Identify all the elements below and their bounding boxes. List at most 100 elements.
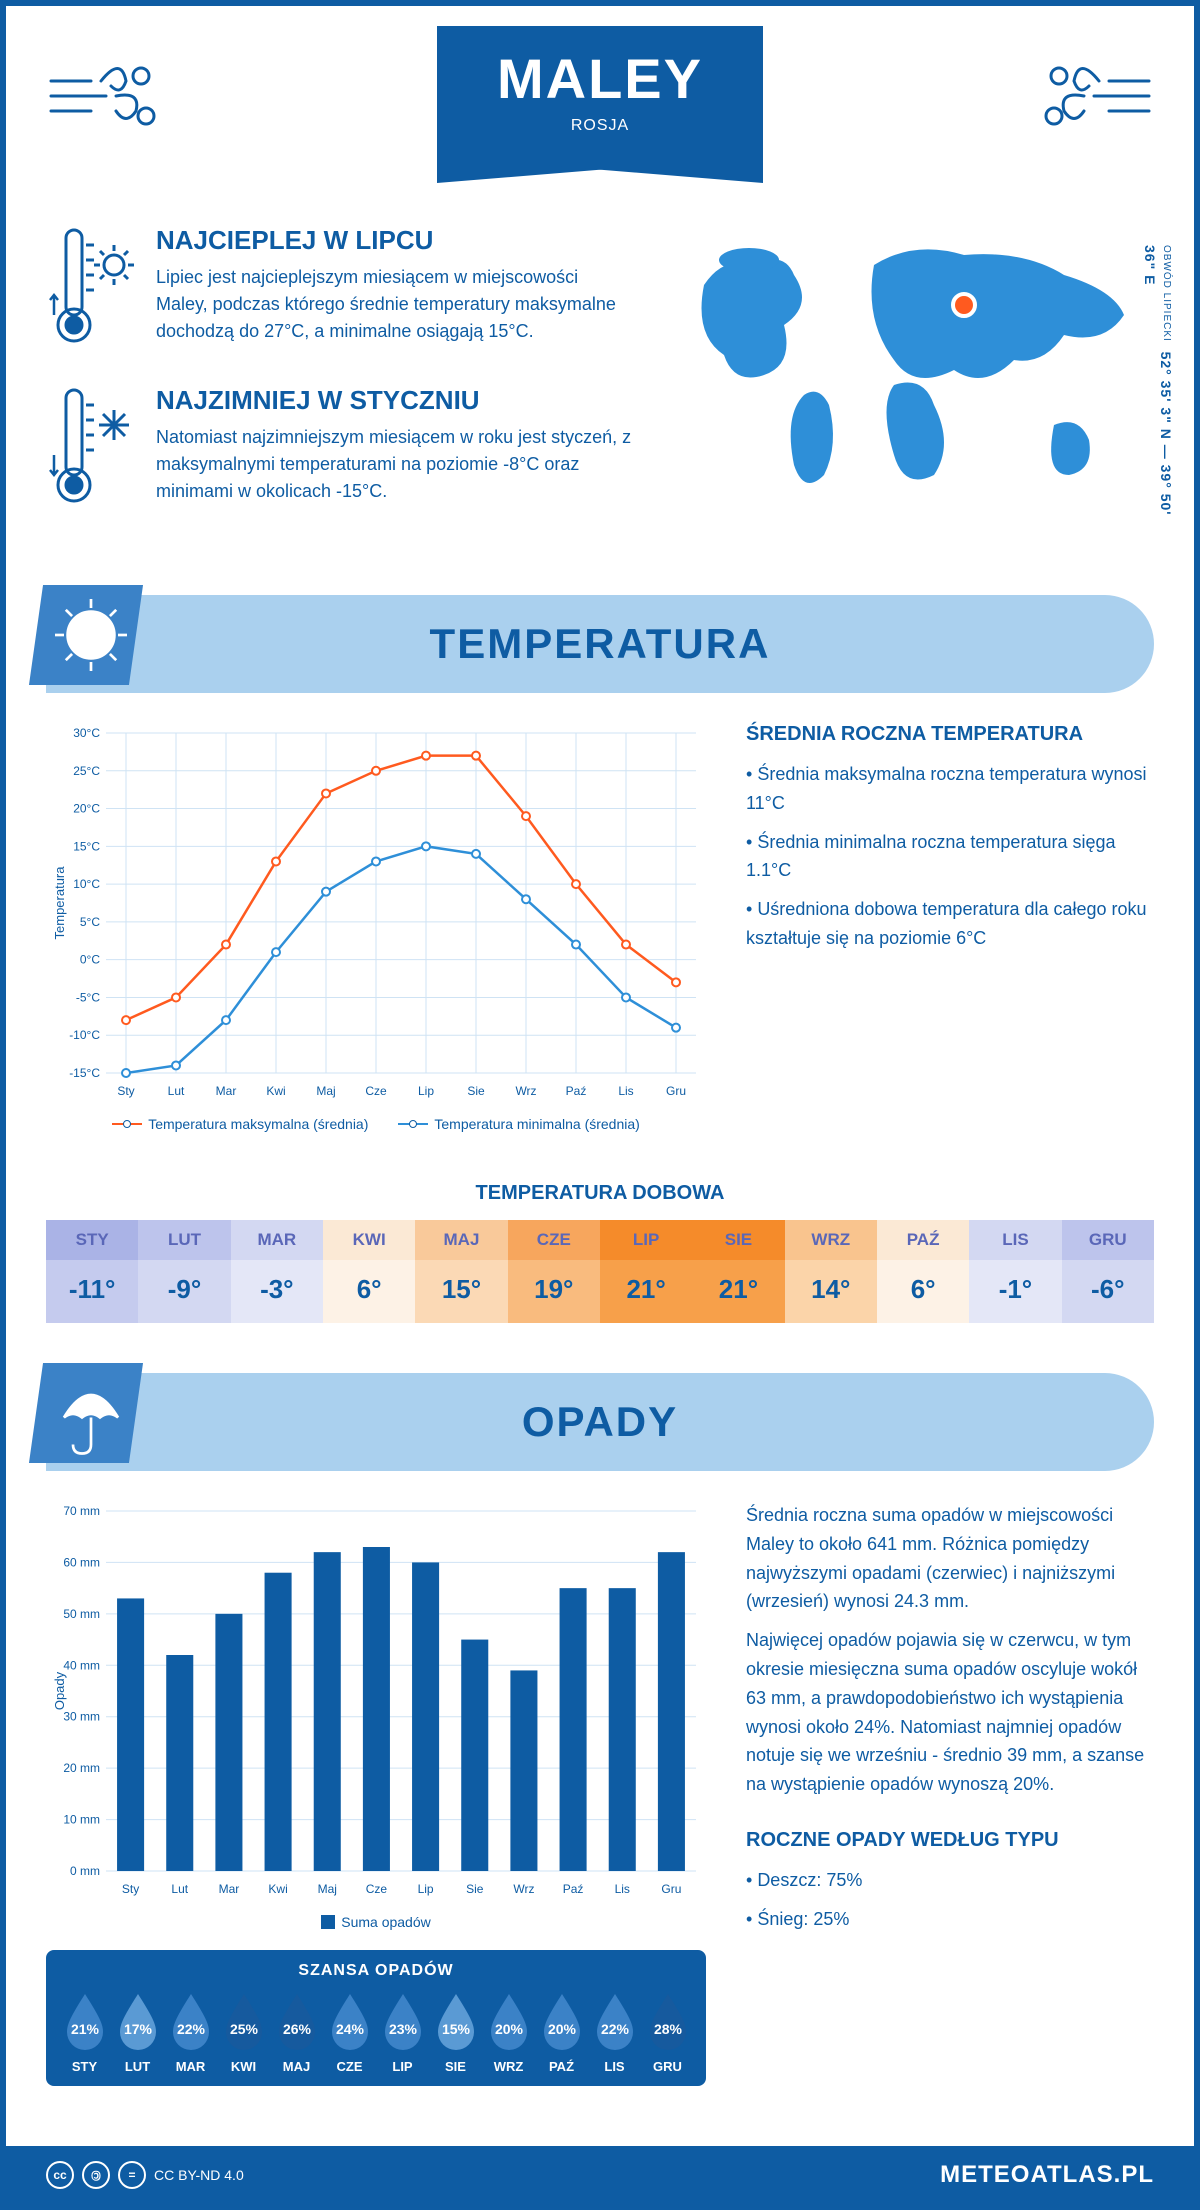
annual-point: Średnia minimalna roczna temperatura się… <box>746 828 1154 886</box>
svg-text:22%: 22% <box>176 2021 205 2037</box>
page-subtitle: ROSJA <box>497 117 703 135</box>
daily-cell: PAŹ6° <box>877 1220 969 1323</box>
svg-text:Lip: Lip <box>418 1084 434 1098</box>
svg-text:Wrz: Wrz <box>515 1084 536 1098</box>
footer-site: METEOATLAS.PL <box>940 2161 1154 2189</box>
chance-drop: 21%STY <box>61 1990 109 2074</box>
svg-text:Gru: Gru <box>661 1882 681 1896</box>
coldest-block: NAJZIMNIEJ W STYCZNIU Natomiast najzimni… <box>46 385 634 515</box>
svg-text:Kwi: Kwi <box>268 1882 287 1896</box>
svg-text:Mar: Mar <box>216 1084 237 1098</box>
svg-text:Cze: Cze <box>365 1084 387 1098</box>
svg-text:20%: 20% <box>547 2021 576 2037</box>
svg-text:5°C: 5°C <box>80 915 100 929</box>
temperature-annual-text: ŚREDNIA ROCZNA TEMPERATURA Średnia maksy… <box>746 723 1154 963</box>
svg-text:Sie: Sie <box>466 1882 484 1896</box>
svg-text:Lut: Lut <box>171 1882 188 1896</box>
svg-text:Maj: Maj <box>316 1084 335 1098</box>
footer-license: cc🄯= CC BY-ND 4.0 <box>46 2161 244 2189</box>
svg-text:Maj: Maj <box>318 1882 337 1896</box>
daily-cell: LUT-9° <box>138 1220 230 1323</box>
annual-point: Średnia maksymalna roczna temperatura wy… <box>746 760 1154 818</box>
intro-section: NAJCIEPLEJ W LIPCU Lipiec jest najcieple… <box>6 195 1194 575</box>
svg-text:40 mm: 40 mm <box>63 1658 100 1672</box>
svg-text:23%: 23% <box>388 2021 417 2037</box>
svg-text:0 mm: 0 mm <box>70 1864 100 1878</box>
svg-text:Lis: Lis <box>618 1084 633 1098</box>
chance-drop: 23%LIP <box>379 1990 427 2074</box>
svg-text:0°C: 0°C <box>80 953 100 967</box>
svg-text:10°C: 10°C <box>73 877 100 891</box>
footer: cc🄯= CC BY-ND 4.0 METEOATLAS.PL <box>6 2146 1194 2204</box>
svg-text:Cze: Cze <box>366 1882 388 1896</box>
daily-cell: SIE21° <box>692 1220 784 1323</box>
svg-text:Opady: Opady <box>52 1671 67 1710</box>
coldest-text: Natomiast najzimniejszym miesiącem w rok… <box>156 424 634 505</box>
svg-text:Sie: Sie <box>467 1084 485 1098</box>
annual-point: Uśredniona dobowa temperatura dla całego… <box>746 895 1154 953</box>
section-header-temperature: TEMPERATURA <box>46 595 1154 693</box>
svg-text:Kwi: Kwi <box>266 1084 285 1098</box>
svg-text:24%: 24% <box>335 2021 364 2037</box>
coldest-title: NAJZIMNIEJ W STYCZNIU <box>156 385 634 416</box>
svg-text:25%: 25% <box>229 2021 258 2037</box>
svg-text:Sty: Sty <box>117 1084 134 1098</box>
hottest-text: Lipiec jest najcieplejszym miesiącem w m… <box>156 264 634 345</box>
svg-text:10 mm: 10 mm <box>63 1813 100 1827</box>
header: MALEY ROSJA <box>6 6 1194 195</box>
daily-cell: CZE19° <box>508 1220 600 1323</box>
svg-text:30°C: 30°C <box>73 726 100 740</box>
svg-text:Paź: Paź <box>563 1882 584 1896</box>
daily-cell: MAR-3° <box>231 1220 323 1323</box>
svg-text:Sty: Sty <box>122 1882 139 1896</box>
wind-icon-right <box>1034 51 1154 141</box>
svg-text:15°C: 15°C <box>73 839 100 853</box>
chance-drop: 28%GRU <box>644 1990 692 2074</box>
svg-text:26%: 26% <box>282 2021 311 2037</box>
chance-drop: 24%CZE <box>326 1990 374 2074</box>
svg-text:21%: 21% <box>70 2021 99 2037</box>
hottest-block: NAJCIEPLEJ W LIPCU Lipiec jest najcieple… <box>46 225 634 355</box>
sun-icon <box>46 590 136 680</box>
title-banner: MALEY ROSJA <box>437 26 763 165</box>
daily-cell: LIS-1° <box>969 1220 1061 1323</box>
daily-cell: MAJ15° <box>415 1220 507 1323</box>
thermometer-cold-icon <box>46 385 136 515</box>
chance-drop: 17%LUT <box>114 1990 162 2074</box>
svg-text:60 mm: 60 mm <box>63 1555 100 1569</box>
precip-bar-chart: 0 mm10 mm20 mm30 mm40 mm50 mm60 mm70 mmS… <box>46 1501 706 1901</box>
chance-drop: 25%KWI <box>220 1990 268 2074</box>
chance-drop: 26%MAJ <box>273 1990 321 2074</box>
svg-text:-15°C: -15°C <box>69 1066 100 1080</box>
page-title: MALEY <box>497 46 703 111</box>
chance-drop: 20%PAŹ <box>538 1990 586 2074</box>
svg-text:20%: 20% <box>494 2021 523 2037</box>
world-map-box: OBWÓD LIPIECKI 52° 35' 3" N — 39° 50' 36… <box>674 225 1154 545</box>
precip-text: Średnia roczna suma opadów w miejscowośc… <box>746 1501 1154 1944</box>
daily-cell: KWI6° <box>323 1220 415 1323</box>
svg-text:17%: 17% <box>123 2021 152 2037</box>
svg-text:-10°C: -10°C <box>69 1028 100 1042</box>
svg-text:Lut: Lut <box>168 1084 185 1098</box>
wind-icon-left <box>46 51 166 141</box>
daily-cell: WRZ14° <box>785 1220 877 1323</box>
chance-drop: 20%WRZ <box>485 1990 533 2074</box>
daily-temperature-title: TEMPERATURA DOBOWA <box>6 1182 1194 1205</box>
precip-title: OPADY <box>86 1398 1114 1446</box>
chance-drop: 15%SIE <box>432 1990 480 2074</box>
temperature-line-chart: -15°C-10°C-5°C0°C5°C10°C15°C20°C25°C30°C… <box>46 723 706 1103</box>
svg-text:Lis: Lis <box>615 1882 630 1896</box>
svg-text:15%: 15% <box>441 2021 470 2037</box>
svg-text:50 mm: 50 mm <box>63 1607 100 1621</box>
precip-chance-box: SZANSA OPADÓW 21%STY17%LUT22%MAR25%KWI26… <box>46 1950 706 2086</box>
svg-text:Temperatura: Temperatura <box>52 866 67 940</box>
svg-text:70 mm: 70 mm <box>63 1504 100 1518</box>
svg-text:Gru: Gru <box>666 1084 686 1098</box>
chance-drop: 22%MAR <box>167 1990 215 2074</box>
coordinates: OBWÓD LIPIECKI 52° 35' 3" N — 39° 50' 36… <box>1142 245 1174 545</box>
umbrella-icon <box>46 1368 136 1458</box>
daily-temperature-table: STY-11°LUT-9°MAR-3°KWI6°MAJ15°CZE19°LIP2… <box>46 1220 1154 1323</box>
precip-legend: Suma opadów <box>46 1914 706 1930</box>
temperature-title: TEMPERATURA <box>86 620 1114 668</box>
section-header-precip: OPADY <box>46 1373 1154 1471</box>
